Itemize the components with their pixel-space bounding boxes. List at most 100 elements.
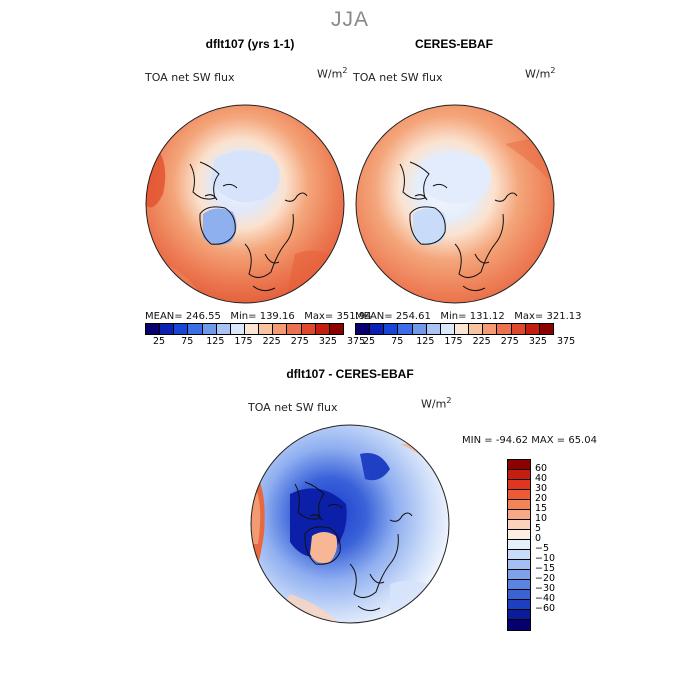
colorbar-swatch bbox=[146, 324, 161, 334]
diff-map bbox=[250, 424, 450, 624]
colorbar-swatch bbox=[160, 324, 175, 334]
colorbar-swatch bbox=[398, 324, 413, 334]
colorbar-tick-label: 125 bbox=[206, 336, 225, 347]
panel-1-mean: 246.55 bbox=[185, 311, 221, 322]
colorbar-tick-label: 325 bbox=[528, 336, 547, 347]
colorbar-swatch bbox=[525, 324, 540, 334]
panel-2-min: 131.12 bbox=[469, 311, 505, 322]
colorbar-tick-label: 20 bbox=[535, 493, 548, 504]
colorbar-tick-label: 325 bbox=[318, 336, 337, 347]
colorbar-swatch bbox=[508, 500, 530, 510]
colorbar-tick-label: −15 bbox=[535, 563, 556, 574]
colorbar-tick-label: 0 bbox=[535, 533, 542, 544]
colorbar-tick-label: 15 bbox=[535, 503, 548, 514]
panel-2-map bbox=[355, 104, 555, 304]
colorbar-swatch bbox=[497, 324, 512, 334]
colorbar-tick-label: −40 bbox=[535, 593, 556, 604]
panel-2-colorbar-labels: 25 75 125 175 225 275 325 375 bbox=[355, 336, 575, 350]
colorbar-swatch bbox=[508, 620, 530, 630]
panel-2-title: CERES-EBAF bbox=[414, 37, 493, 51]
colorbar-swatch bbox=[508, 580, 530, 590]
diff-units: W/m2 bbox=[421, 396, 452, 411]
colorbar-swatch bbox=[244, 324, 260, 334]
panel-1-min: 139.16 bbox=[259, 311, 295, 322]
colorbar-swatch bbox=[508, 540, 530, 550]
colorbar-tick-label: 175 bbox=[444, 336, 463, 347]
colorbar-swatch bbox=[259, 324, 274, 334]
colorbar-tick-label: −5 bbox=[535, 543, 550, 554]
colorbar-swatch bbox=[508, 610, 530, 620]
colorbar-swatch bbox=[230, 324, 245, 334]
panel-1-variable: TOA net SW flux bbox=[145, 71, 235, 84]
colorbar-swatch bbox=[426, 324, 441, 334]
colorbar-tick-label: 275 bbox=[290, 336, 309, 347]
panel-1-max: 351.94 bbox=[336, 311, 372, 322]
panel-1-colorbar-labels: 25 75 125 175 225 275 325 375 bbox=[145, 336, 365, 350]
colorbar-swatch bbox=[508, 570, 530, 580]
colorbar-tick-label: 275 bbox=[500, 336, 519, 347]
colorbar-swatch bbox=[508, 520, 530, 530]
colorbar-swatch bbox=[273, 324, 288, 334]
panel-2-stats: MEAN= 254.61 Min= 131.12 Max= 321.13 bbox=[355, 311, 582, 322]
colorbar-tick-label: 5 bbox=[535, 523, 542, 534]
colorbar-tick-label: −60 bbox=[535, 603, 556, 614]
colorbar-tick-label: 40 bbox=[535, 473, 548, 484]
colorbar-swatch bbox=[174, 324, 189, 334]
colorbar-tick-label: 125 bbox=[416, 336, 435, 347]
panel-2-colorbar bbox=[355, 323, 554, 335]
colorbar-swatch bbox=[454, 324, 470, 334]
diff-field bbox=[251, 425, 449, 623]
colorbar-swatch bbox=[188, 324, 203, 334]
panel-2-field bbox=[356, 105, 554, 303]
colorbar-swatch bbox=[301, 324, 316, 334]
diff-variable: TOA net SW flux bbox=[248, 401, 338, 414]
colorbar-swatch bbox=[508, 470, 530, 480]
colorbar-tick-label: −10 bbox=[535, 553, 556, 564]
panel-1-colorbar bbox=[145, 323, 344, 335]
colorbar-tick-label: 375 bbox=[556, 336, 576, 347]
colorbar-swatch bbox=[508, 510, 530, 520]
colorbar-swatch bbox=[508, 590, 530, 600]
colorbar-swatch bbox=[508, 490, 530, 500]
colorbar-swatch bbox=[508, 530, 530, 540]
colorbar-swatch bbox=[508, 460, 530, 470]
diff-title: dflt107 - CERES-EBAF bbox=[286, 367, 414, 381]
colorbar-swatch bbox=[483, 324, 498, 334]
colorbar-swatch bbox=[384, 324, 399, 334]
colorbar-swatch bbox=[356, 324, 371, 334]
panel-1-coastlines bbox=[189, 161, 308, 292]
colorbar-tick-label: 225 bbox=[262, 336, 281, 347]
diff-min: -94.62 bbox=[495, 435, 529, 446]
colorbar-swatch bbox=[469, 324, 484, 334]
panel-2-mean: 254.61 bbox=[395, 311, 431, 322]
colorbar-tick-label: 75 bbox=[391, 336, 404, 347]
diff-colorbar bbox=[507, 459, 531, 631]
panel-1-stats: MEAN= 246.55 Min= 139.16 Max= 351.94 bbox=[145, 311, 372, 322]
diff-max: 65.04 bbox=[568, 435, 597, 446]
colorbar-swatch bbox=[508, 480, 530, 490]
colorbar-tick-label: 30 bbox=[535, 483, 548, 494]
colorbar-swatch bbox=[511, 324, 526, 334]
diff-minmax: MIN = -94.62 MAX = 65.04 bbox=[462, 435, 597, 446]
colorbar-tick-label: 25 bbox=[153, 336, 166, 347]
panel-1-map bbox=[145, 104, 345, 304]
colorbar-tick-label: 75 bbox=[181, 336, 194, 347]
panel-2-coastlines bbox=[399, 161, 518, 292]
colorbar-swatch bbox=[508, 560, 530, 570]
colorbar-swatch bbox=[329, 324, 343, 334]
colorbar-tick-label: 225 bbox=[472, 336, 491, 347]
colorbar-tick-label: −20 bbox=[535, 573, 556, 584]
colorbar-tick-label: 175 bbox=[234, 336, 253, 347]
colorbar-swatch bbox=[508, 550, 530, 560]
panel-1-title: dflt107 (yrs 1-1) bbox=[205, 37, 295, 51]
panel-1-units: W/m2 bbox=[317, 66, 348, 81]
colorbar-swatch bbox=[539, 324, 553, 334]
diff-colorbar-labels: 60 40 30 20 15 10 5 0 −5 −10 −15 −20 −30 −40 −60 bbox=[535, 459, 575, 629]
colorbar-tick-label: 25 bbox=[363, 336, 376, 347]
colorbar-swatch bbox=[202, 324, 217, 334]
colorbar-tick-label: 60 bbox=[535, 463, 548, 474]
colorbar-tick-label: 375 bbox=[346, 336, 366, 347]
panel-2-max: 321.13 bbox=[546, 311, 582, 322]
season-title: JJA bbox=[330, 8, 369, 31]
colorbar-swatch bbox=[440, 324, 455, 334]
